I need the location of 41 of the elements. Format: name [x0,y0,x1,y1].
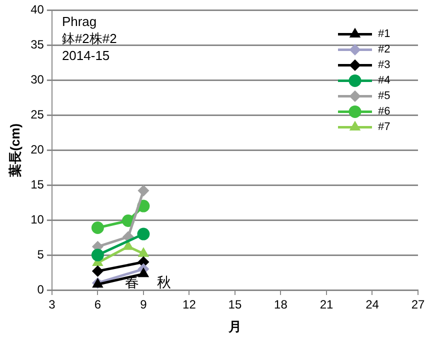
y-tick-label: 15 [30,177,44,192]
legend-label: #6 [378,106,390,118]
legend-label: #4 [378,74,390,87]
legend-label: #1 [378,28,390,40]
point [123,241,133,250]
legend-label: #5 [378,90,390,102]
y-tick-label: 40 [30,2,44,17]
x-tick-label: 27 [411,298,425,312]
point [137,228,150,240]
x-axis-title: 月 [227,318,242,334]
legend-label: #2 [378,44,390,56]
legend-label: #7 [378,121,390,134]
x-tick-label: 15 [228,298,242,312]
point [122,232,134,242]
point [138,268,148,278]
legend-label: #3 [378,59,390,72]
annotation: 2014-15 [62,48,110,63]
y-tick-label: 20 [30,142,44,156]
y-tick-label: 10 [30,212,44,226]
x-tick-label: 9 [140,298,148,312]
annotation: 鉢#2株#2 [62,30,117,46]
y-tick-label: 30 [30,72,44,86]
point [91,248,104,262]
annotation: 秋 [157,274,172,290]
point [122,214,134,227]
point [138,185,149,196]
y-tick-label: 0 [37,282,44,296]
point [92,266,103,276]
point [91,221,104,234]
x-tick-label: 3 [48,298,56,312]
x-tick-label: 12 [182,298,196,312]
y-axis-title: 葉長(cm) [7,123,22,178]
y-tick-label: 25 [30,107,44,122]
point [138,248,148,257]
annotation: Phrag [62,14,97,29]
y-tick-label: 5 [37,247,44,262]
x-tick-label: 6 [94,298,102,312]
x-tick-label: 18 [274,298,288,312]
x-tick-label: 24 [366,298,380,312]
x-tick-label: 21 [320,298,334,312]
y-tick-label: 35 [30,37,44,52]
